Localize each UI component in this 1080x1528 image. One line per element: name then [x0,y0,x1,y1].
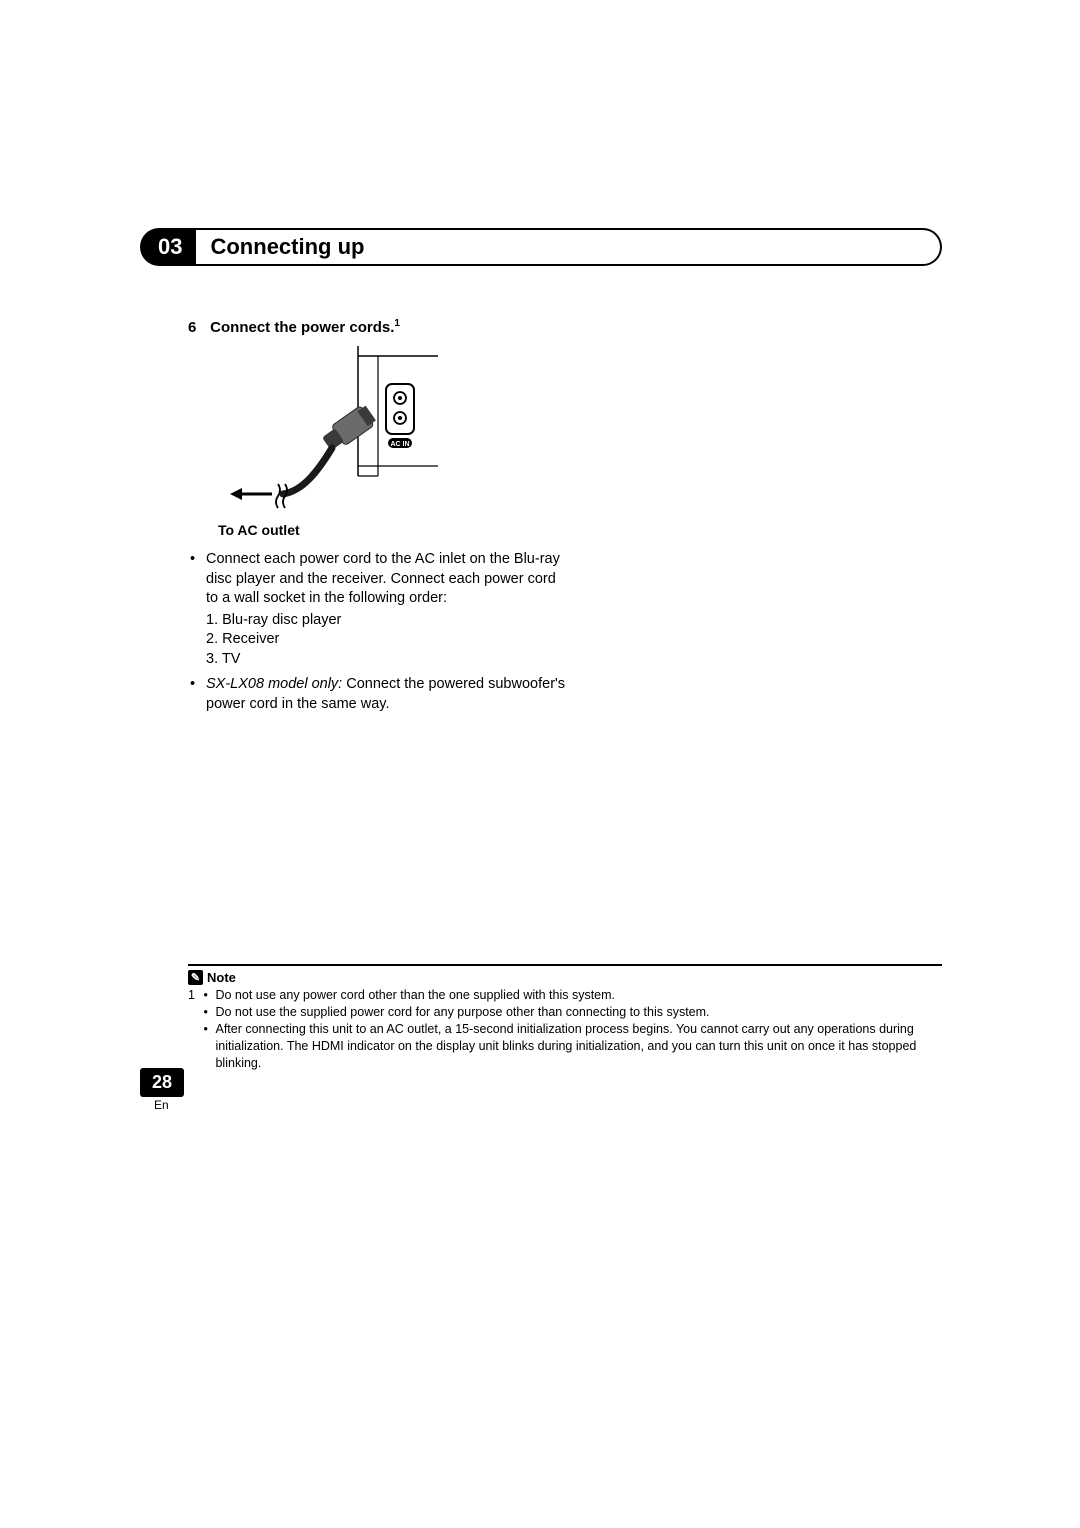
footnote-ref: 1 [394,318,400,329]
main-content-column: 6 Connect the power cords.1 AC IN [188,318,568,721]
power-plug [320,403,378,454]
ordered-item-2: 2. Receiver [206,630,568,650]
diagram-caption: To AC outlet [218,522,568,538]
chapter-number-badge: 03 [140,228,196,266]
ordered-item-1: 1. Blu-ray disc player [206,611,568,631]
ordered-list: 1. Blu-ray disc player 2. Receiver 3. TV [206,611,568,670]
note-footnote-number: 1 [188,987,200,1004]
chapter-header: 03 Connecting up [140,228,942,266]
bullet-secondary: SX-LX08 model only: Connect the powered … [188,675,568,714]
note-icon: ✎ [188,970,203,985]
note-item-1: Do not use any power cord other than the… [203,987,929,1004]
ordered-item-3: 3. TV [206,650,568,670]
diagram-svg: AC IN [228,346,438,516]
step-number: 6 [188,319,206,336]
chapter-title: Connecting up [196,228,942,266]
bullet-secondary-lead: SX-LX08 model only: [206,676,342,692]
power-cord-diagram: AC IN [228,346,438,516]
note-list: Do not use any power cord other than the… [203,987,929,1071]
language-code: En [154,1098,169,1112]
note-item-2: Do not use the supplied power cord for a… [203,1004,929,1021]
step-text: Connect the power cords. [210,319,394,336]
bullet-main: Connect each power cord to the AC inlet … [188,550,568,669]
bullet-main-intro: Connect each power cord to the AC inlet … [206,551,560,606]
note-body: 1 Do not use any power cord other than t… [188,987,930,1071]
note-block: ✎ Note 1 Do not use any power cord other… [188,970,930,1071]
instruction-bullets: Connect each power cord to the AC inlet … [188,550,568,715]
page-number-badge: 28 [140,1068,184,1097]
ac-in-label: AC IN [390,441,409,448]
manual-page: 03 Connecting up 6 Connect the power cor… [0,0,1080,1528]
note-item-3: After connecting this unit to an AC outl… [203,1021,929,1072]
note-heading: ✎ Note [188,970,930,985]
note-label: Note [207,970,236,985]
step-heading: 6 Connect the power cords.1 [188,318,568,336]
note-separator [188,964,942,966]
